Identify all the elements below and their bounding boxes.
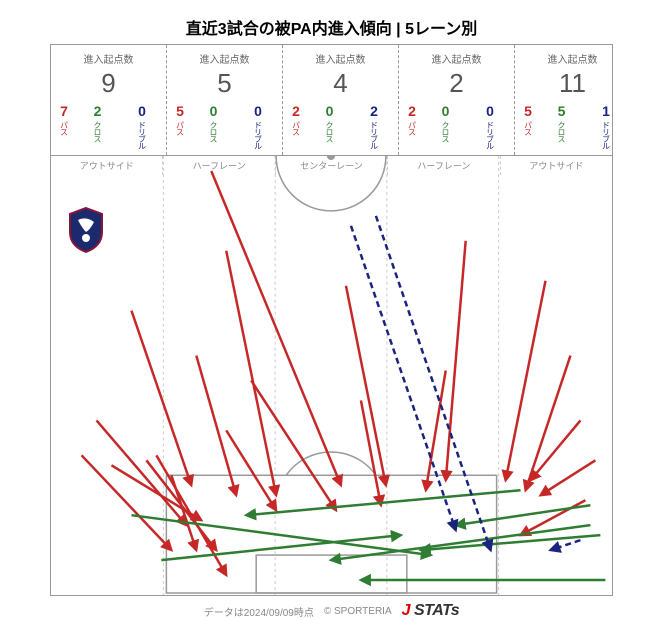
stat-pass: 2パス	[401, 103, 423, 149]
lane-stats-row: 進入起点数97パス2クロス0ドリブル進入起点数55パス0クロス0ドリブル進入起点…	[50, 44, 613, 156]
stat-total: 9	[53, 68, 164, 99]
stat-dribble: 0ドリブル	[236, 103, 280, 149]
chart-title: 直近3試合の被PA内進入傾向 | 5レーン別	[50, 10, 613, 44]
stat-cross: 0クロス	[313, 103, 346, 149]
footer-date: データは2024/09/09時点	[204, 604, 314, 619]
stat-dribble: 0ドリブル	[120, 103, 164, 149]
stat-pass: 5パス	[169, 103, 191, 149]
stat-label: 進入起点数	[53, 51, 164, 66]
chart-container: 直近3試合の被PA内進入傾向 | 5レーン別 進入起点数97パス2クロス0ドリブ…	[50, 10, 613, 590]
stat-breakdown: 2パス 0クロス2ドリブル	[285, 103, 396, 149]
stat-label: 進入起点数	[517, 51, 628, 66]
stat-dribble: 2ドリブル	[352, 103, 396, 149]
stat-dribble: 0ドリブル	[468, 103, 512, 149]
stat-label: 進入起点数	[285, 51, 396, 66]
stat-cross: 0クロス	[429, 103, 462, 149]
stat-label: 進入起点数	[401, 51, 512, 66]
lane-stat: 進入起点数 5 5パス 0クロス0ドリブル	[167, 45, 283, 155]
stat-breakdown: 7パス 2クロス0ドリブル	[53, 103, 164, 149]
stat-label: 進入起点数	[169, 51, 280, 66]
stat-cross: 0クロス	[197, 103, 230, 149]
pitch-svg	[51, 156, 612, 595]
stat-dribble: 1ドリブル	[584, 103, 628, 149]
team-logo	[66, 206, 106, 254]
stat-breakdown: 2パス 0クロス0ドリブル	[401, 103, 512, 149]
stat-cross: 5クロス	[545, 103, 578, 149]
stat-total: 2	[401, 68, 512, 99]
pitch-area: アウトサイドハーフレーンセンターレーンハーフレーンアウトサイド	[50, 156, 613, 596]
stat-pass: 2パス	[285, 103, 307, 149]
lane-stat: 進入起点数 9 7パス 2クロス0ドリブル	[51, 45, 167, 155]
chart-footer: データは2024/09/09時点 © SPORTERIA J STATs	[50, 596, 613, 620]
lane-stat: 進入起点数 11 5パス 5クロス1ドリブル	[515, 45, 630, 155]
stat-total: 5	[169, 68, 280, 99]
stat-breakdown: 5パス 0クロス0ドリブル	[169, 103, 280, 149]
footer-copyright: © SPORTERIA	[324, 606, 392, 617]
stat-total: 4	[285, 68, 396, 99]
stat-breakdown: 5パス 5クロス1ドリブル	[517, 103, 628, 149]
lane-stat: 進入起点数 4 2パス 0クロス2ドリブル	[283, 45, 399, 155]
stat-total: 11	[517, 68, 628, 99]
stat-pass: 7パス	[53, 103, 75, 149]
footer-brand: J STATs	[402, 602, 460, 620]
lane-stat: 進入起点数 2 2パス 0クロス0ドリブル	[399, 45, 515, 155]
stat-cross: 2クロス	[81, 103, 114, 149]
stat-pass: 5パス	[517, 103, 539, 149]
